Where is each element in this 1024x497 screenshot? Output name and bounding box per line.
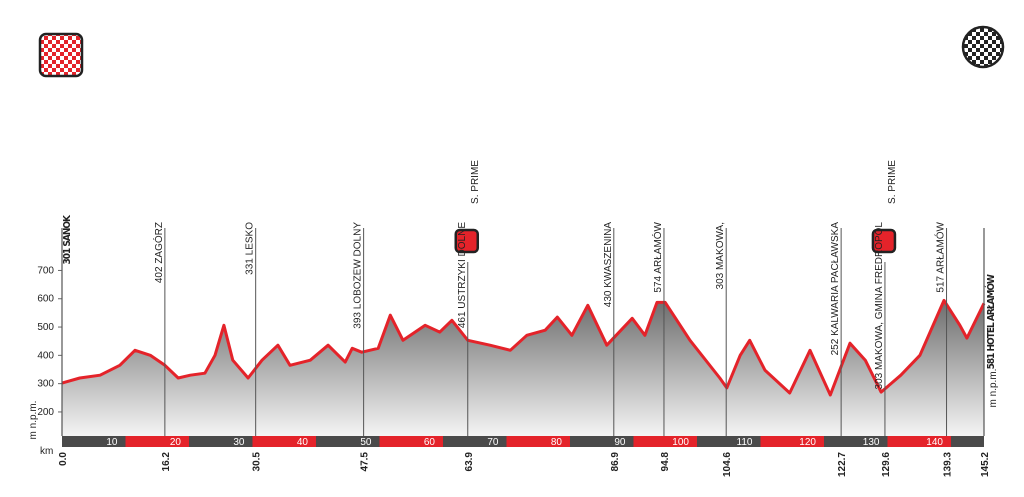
sprint-marker <box>871 228 897 254</box>
y-tick-label: 700 <box>37 265 54 276</box>
km-mark-label: 120 <box>799 437 816 448</box>
km-label: km <box>40 446 53 457</box>
km-segment <box>506 436 570 447</box>
x-tick-label: 0.0 <box>58 452 69 466</box>
x-tick-label: 145.2 <box>980 452 991 477</box>
waypoint-label: 252 KALWARIA PACŁAWSKA <box>830 222 841 356</box>
waypoint-label: 331 LESKO <box>245 222 256 275</box>
x-tick-label: 104.6 <box>722 452 733 477</box>
km-segment <box>125 436 189 447</box>
waypoint-label: 461 USTRZYKI DOLNE <box>457 222 468 328</box>
x-tick-label: 86.9 <box>610 452 621 472</box>
y-unit-right: m n.p.m. <box>988 369 999 408</box>
elevation-line <box>61 298 986 397</box>
km-segment <box>633 436 697 447</box>
y-unit: m n.p.m. <box>28 401 39 440</box>
plot: 200 300 400 500 600 700 m n.p.m. m n.p.m. 10 20 30… <box>28 160 999 477</box>
finish-flag <box>961 25 1005 69</box>
y-tick-label: 600 <box>37 294 54 305</box>
waypoint-label: 517 ARŁAMÓW <box>934 221 947 292</box>
waypoint-label: 574 ARŁAMÓW <box>651 221 664 292</box>
km-mark-label: 40 <box>297 437 309 448</box>
waypoint-label: 430 KWASZENINA <box>603 222 614 308</box>
km-mark-label: 50 <box>360 437 372 448</box>
y-tick-label: 200 <box>37 407 54 418</box>
start-flag <box>38 32 84 78</box>
km-mark-label: 60 <box>424 437 436 448</box>
endpoint-label: 581 HOTEL ARŁAMÓW <box>984 274 997 369</box>
x-tick-label: 94.8 <box>660 452 671 472</box>
x-tick-label: 139.3 <box>943 452 954 477</box>
waypoint-label: S. PRIME <box>887 160 898 204</box>
km-mark-label: 70 <box>487 437 499 448</box>
x-tick-label: 63.9 <box>464 452 475 472</box>
y-tick-label: 300 <box>37 379 54 390</box>
waypoint-label: 393 LOBOZEW DOLNY <box>353 222 364 329</box>
y-tick-label: 500 <box>37 322 54 333</box>
endpoint-label: 301 SANOK <box>62 214 73 265</box>
km-mark-label: 20 <box>170 437 182 448</box>
elevation-area <box>62 300 984 436</box>
km-mark-label: 30 <box>233 437 245 448</box>
km-mark-label: 130 <box>863 437 880 448</box>
x-tick-label: 122.7 <box>837 452 848 477</box>
km-mark-label: 140 <box>926 437 943 448</box>
km-segment <box>379 436 443 447</box>
waypoint-label: 402 ZAGÓRZ <box>152 222 165 283</box>
km-segment <box>760 436 824 447</box>
waypoint-label: 303 MAKOWA, GMINA FREDROPOL <box>874 222 885 390</box>
x-tick-label: 30.5 <box>252 452 263 472</box>
km-mark-label: 80 <box>551 437 563 448</box>
x-tick-label: 16.2 <box>161 452 172 472</box>
waypoint-label: 303 MAKOWA, <box>715 222 726 289</box>
waypoint-label: S. PRIME <box>470 160 481 204</box>
x-tick-label: 129.6 <box>881 452 892 477</box>
y-tick-label: 400 <box>37 350 54 361</box>
km-mark-label: 100 <box>672 437 689 448</box>
km-mark-label: 10 <box>106 437 118 448</box>
km-mark-label: 90 <box>614 437 626 448</box>
km-segment <box>252 436 316 447</box>
km-mark-label: 110 <box>737 437 753 448</box>
sprint-marker <box>454 228 480 254</box>
km-segment <box>887 436 951 447</box>
x-tick-label: 47.5 <box>360 452 371 472</box>
